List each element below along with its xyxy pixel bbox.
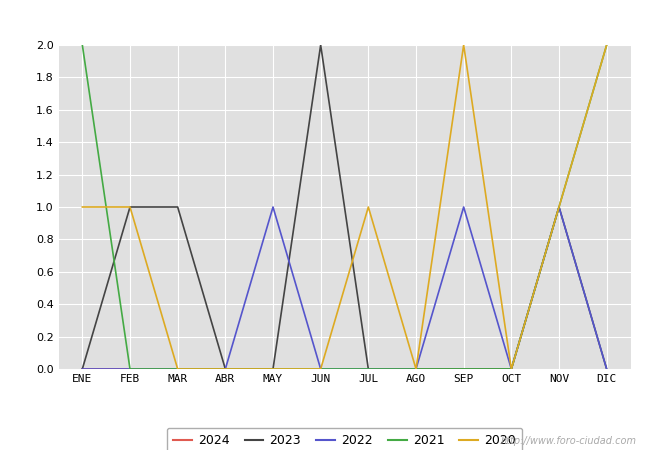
Legend: 2024, 2023, 2022, 2021, 2020: 2024, 2023, 2022, 2021, 2020 [166,428,523,450]
Text: http://www.foro-ciudad.com: http://www.foro-ciudad.com [501,436,637,446]
Text: Matriculaciones de Vehiculos en Zarzuela del Pinar: Matriculaciones de Vehiculos en Zarzuela… [96,11,554,29]
